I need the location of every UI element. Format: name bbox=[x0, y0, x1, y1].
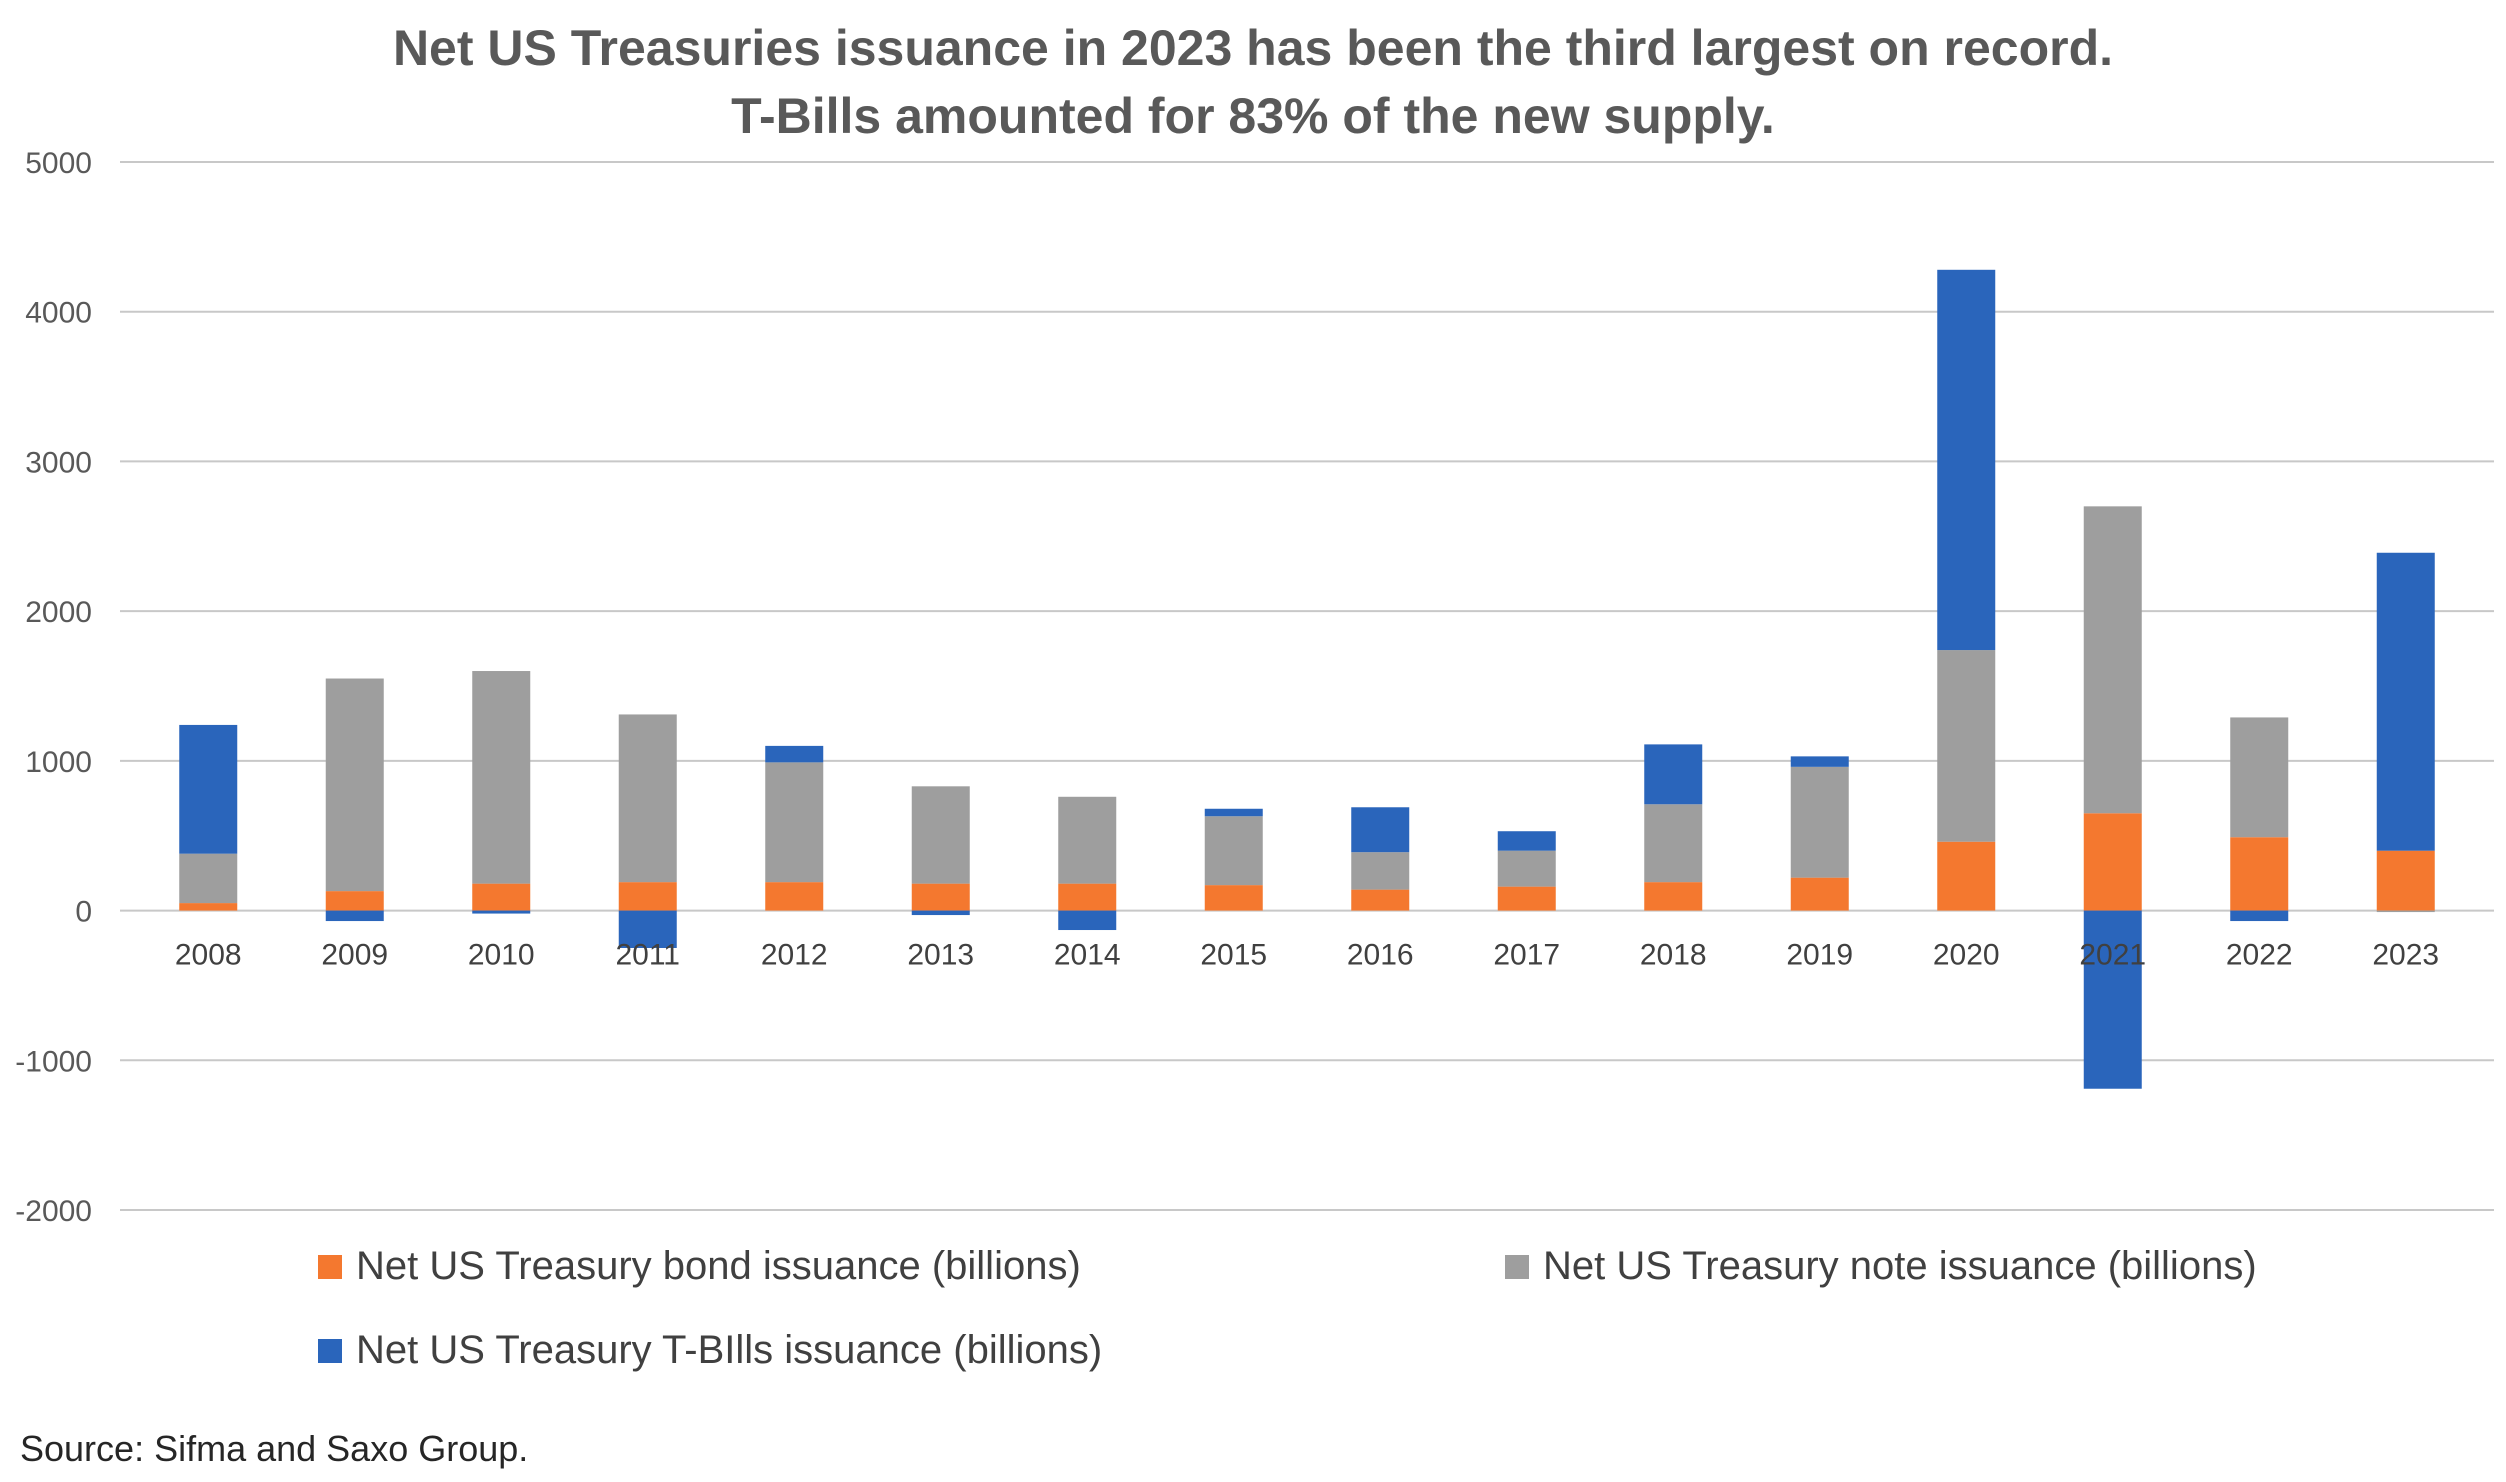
bar-bond-2011 bbox=[618, 882, 677, 911]
legend-label-bond: Net US Treasury bond issuance (billions) bbox=[356, 1244, 1081, 1288]
legend-swatch-bills bbox=[318, 1338, 342, 1363]
bar-bond-2015 bbox=[1204, 885, 1263, 911]
bar-note-2022 bbox=[2230, 717, 2289, 838]
plot-area: 5000 4000 3000 2000 1000 0 -1000 -2000 2008 2009 2… bbox=[15, 147, 2494, 1228]
bar-bond-2021 bbox=[2083, 813, 2142, 911]
bar-bond-2008 bbox=[179, 903, 238, 911]
bar-note-2021 bbox=[2083, 506, 2142, 814]
y-tick-label: 1000 bbox=[25, 746, 92, 779]
bar-bills-2015 bbox=[1204, 808, 1263, 817]
x-tick-label: 2018 bbox=[1640, 939, 1707, 972]
bar-bills-2009 bbox=[325, 910, 384, 922]
x-tick-label: 2021 bbox=[2079, 939, 2146, 972]
bar-bond-2020 bbox=[1937, 841, 1996, 911]
x-tick-label: 2009 bbox=[321, 939, 388, 972]
bar-bond-2023 bbox=[2376, 850, 2435, 911]
x-tick-label: 2013 bbox=[907, 939, 974, 972]
bar-bills-2008 bbox=[179, 724, 238, 854]
bar-note-2009 bbox=[325, 678, 384, 892]
chart-title-line-1: Net US Treasuries issuance in 2023 has b… bbox=[392, 20, 2114, 76]
x-tick-label: 2014 bbox=[1054, 939, 1121, 972]
x-tick-label: 2016 bbox=[1347, 939, 1414, 972]
source-note: Source: Sifma and Saxo Group. bbox=[20, 1428, 529, 1469]
x-tick-label: 2023 bbox=[2372, 939, 2439, 972]
legend-label-note: Net US Treasury note issuance (billions) bbox=[1543, 1244, 2257, 1288]
bar-note-2020 bbox=[1937, 650, 1996, 842]
x-tick-label: 2010 bbox=[468, 939, 535, 972]
bar-note-2017 bbox=[1497, 850, 1556, 887]
bar-note-2012 bbox=[765, 762, 824, 883]
legend-item-bond: Net US Treasury bond issuance (billions) bbox=[318, 1244, 1081, 1289]
bar-bills-2022 bbox=[2230, 910, 2289, 922]
bar-note-2018 bbox=[1644, 804, 1703, 883]
x-tick-label: 2017 bbox=[1493, 939, 1560, 972]
y-tick-label: 5000 bbox=[25, 147, 92, 180]
bar-bills-2017 bbox=[1497, 831, 1556, 851]
chart-title-line-2: T-Bills amounted for 83% of the new supp… bbox=[731, 88, 1775, 144]
bar-bond-2013 bbox=[911, 883, 970, 911]
bar-bills-2014 bbox=[1058, 910, 1117, 931]
bar-bills-2018 bbox=[1644, 744, 1703, 805]
legend-swatch-bond bbox=[318, 1254, 342, 1279]
bar-bills-2019 bbox=[1790, 756, 1849, 767]
bar-note-2011 bbox=[618, 714, 677, 883]
bar-bills-2013 bbox=[911, 910, 970, 916]
chart-title: Net US Treasuries issuance in 2023 has b… bbox=[0, 14, 2506, 150]
bar-bills-2010 bbox=[472, 910, 531, 914]
x-tick-label: 2012 bbox=[761, 939, 828, 972]
y-tick-label: 0 bbox=[75, 896, 92, 929]
x-tick-label: 2019 bbox=[1786, 939, 1853, 972]
bar-note-2013 bbox=[911, 786, 970, 884]
bar-bills-2011 bbox=[618, 910, 677, 948]
bar-bills-2020 bbox=[1937, 269, 1996, 651]
x-tick-label: 2020 bbox=[1933, 939, 2000, 972]
legend-item-note: Net US Treasury note issuance (billions) bbox=[1505, 1244, 2257, 1289]
bar-bond-2010 bbox=[472, 883, 531, 911]
x-tick-label: 2015 bbox=[1200, 939, 1267, 972]
legend-item-bills: Net US Treasury T-BIlls issuance (billio… bbox=[318, 1328, 1102, 1373]
bar-bond-2012 bbox=[765, 882, 824, 911]
bar-bond-2018 bbox=[1644, 882, 1703, 911]
bar-bills-2021 bbox=[2083, 910, 2142, 1089]
bar-bond-2009 bbox=[325, 891, 384, 911]
x-tick-label: 2022 bbox=[2226, 939, 2293, 972]
y-tick-label: 2000 bbox=[25, 596, 92, 629]
bar-note-2016 bbox=[1351, 852, 1410, 890]
bar-bond-2019 bbox=[1790, 877, 1849, 911]
bar-bills-2012 bbox=[765, 745, 824, 763]
y-tick-label: 4000 bbox=[25, 297, 92, 330]
bar-note-2008 bbox=[179, 853, 238, 904]
legend-label-bills: Net US Treasury T-BIlls issuance (billio… bbox=[356, 1328, 1103, 1372]
bar-bills-2016 bbox=[1351, 807, 1410, 853]
bar-note-2023 bbox=[2376, 910, 2435, 913]
bar-bills-2023 bbox=[2376, 552, 2435, 851]
bar-bond-2022 bbox=[2230, 837, 2289, 911]
bar-note-2014 bbox=[1058, 796, 1117, 884]
bar-bond-2016 bbox=[1351, 889, 1410, 911]
bar-bond-2014 bbox=[1058, 883, 1117, 911]
y-tick-label: 3000 bbox=[25, 446, 92, 479]
bar-note-2010 bbox=[472, 671, 531, 884]
legend-swatch-note bbox=[1505, 1254, 1529, 1279]
bar-note-2019 bbox=[1790, 766, 1849, 878]
x-tick-label: 2011 bbox=[615, 939, 680, 972]
y-tick-label: -2000 bbox=[15, 1195, 92, 1228]
bar-note-2015 bbox=[1204, 816, 1263, 886]
x-tick-label: 2008 bbox=[175, 939, 242, 972]
bar-bond-2017 bbox=[1497, 886, 1556, 911]
y-tick-label: -1000 bbox=[15, 1045, 92, 1078]
